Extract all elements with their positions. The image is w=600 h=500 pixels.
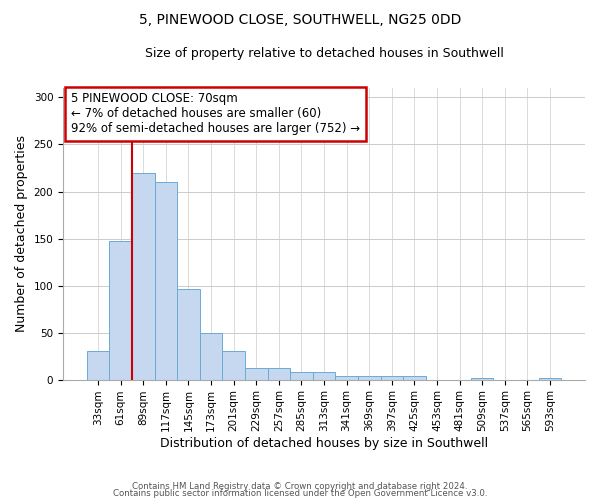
Bar <box>109 242 132 380</box>
Bar <box>471 378 493 380</box>
Bar <box>290 372 313 380</box>
Text: 5 PINEWOOD CLOSE: 70sqm
← 7% of detached houses are smaller (60)
92% of semi-det: 5 PINEWOOD CLOSE: 70sqm ← 7% of detached… <box>71 92 360 136</box>
Bar <box>132 172 155 380</box>
Bar <box>358 376 380 380</box>
Bar <box>223 352 245 380</box>
Bar <box>539 378 561 380</box>
Title: Size of property relative to detached houses in Southwell: Size of property relative to detached ho… <box>145 48 503 60</box>
Bar <box>200 332 223 380</box>
Text: Contains public sector information licensed under the Open Government Licence v3: Contains public sector information licen… <box>113 490 487 498</box>
Text: 5, PINEWOOD CLOSE, SOUTHWELL, NG25 0DD: 5, PINEWOOD CLOSE, SOUTHWELL, NG25 0DD <box>139 12 461 26</box>
Bar <box>403 376 425 380</box>
Bar <box>155 182 177 380</box>
Bar <box>313 372 335 380</box>
Y-axis label: Number of detached properties: Number of detached properties <box>15 136 28 332</box>
Text: Contains HM Land Registry data © Crown copyright and database right 2024.: Contains HM Land Registry data © Crown c… <box>132 482 468 491</box>
Bar <box>335 376 358 380</box>
Bar <box>87 352 109 380</box>
X-axis label: Distribution of detached houses by size in Southwell: Distribution of detached houses by size … <box>160 437 488 450</box>
Bar <box>245 368 268 380</box>
Bar <box>268 368 290 380</box>
Bar <box>177 290 200 380</box>
Bar <box>380 376 403 380</box>
